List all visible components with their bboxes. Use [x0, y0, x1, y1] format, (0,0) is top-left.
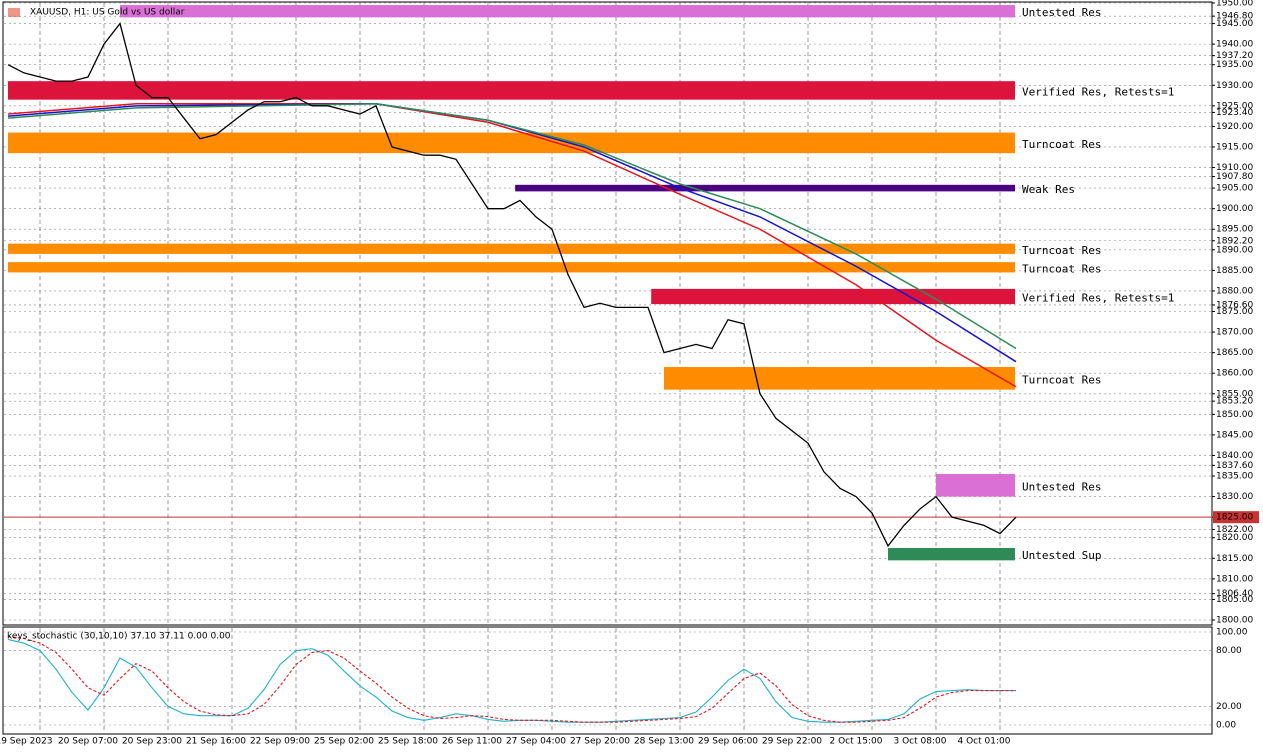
- x-tick-label: 25 Sep 18:00: [378, 737, 438, 747]
- y-tick-label: 1800.00: [1216, 616, 1253, 626]
- x-tick-label: 22 Sep 09:00: [250, 737, 310, 747]
- y-tick-label: 1822.00: [1216, 525, 1253, 535]
- zone: [8, 81, 1015, 100]
- y-tick-label: 100.00: [1216, 628, 1248, 638]
- indicator-title: keys_stochastic (30,10,10) 37.10 37.11 0…: [7, 632, 231, 642]
- price-frame: [2, 1, 1213, 626]
- y-tick-label: 1850.00: [1216, 410, 1253, 420]
- current-price-tag: [1213, 511, 1259, 524]
- y-tick-label: 1840.00: [1216, 451, 1253, 461]
- price-line: [7, 22, 1017, 548]
- zone: [120, 5, 1015, 18]
- x-tick-label: 26 Sep 11:00: [442, 737, 502, 747]
- zone: [936, 473, 1015, 497]
- y-tick-label: 1905.00: [1216, 184, 1253, 194]
- x-tick-label: 29 Sep 06:00: [698, 737, 758, 747]
- y-tick-label: 1810.00: [1216, 574, 1253, 584]
- zone-label: Turncoat Res: [1022, 373, 1101, 386]
- y-tick-label: 1853.20: [1216, 397, 1253, 407]
- y-tick-label: 80.00: [1216, 646, 1242, 656]
- y-tick-label: 0.00: [1216, 721, 1236, 731]
- y-tick-label: 1890.00: [1216, 245, 1253, 255]
- y-tick-label: 1837.60: [1216, 461, 1253, 471]
- zone-label: Untested Sup: [1022, 549, 1101, 562]
- chart-title: XAUUSD, H1: US Gold vs US dollar: [30, 8, 185, 18]
- y-tick-label: 1923.40: [1216, 108, 1253, 118]
- x-tick-label: 27 Sep 20:00: [570, 737, 630, 747]
- y-tick-label: 1945.00: [1216, 19, 1253, 29]
- y-tick-label: 1892.20: [1216, 236, 1253, 246]
- x-tick-label: 4 Oct 01:00: [958, 737, 1011, 747]
- x-tick-label: 20 Sep 23:00: [122, 737, 182, 747]
- y-tick-label: 1830.00: [1216, 492, 1253, 502]
- x-tick-label: 20 Sep 07:00: [58, 737, 118, 747]
- y-tick-label: 1806.40: [1216, 589, 1253, 599]
- y-tick-label: 1875.00: [1216, 307, 1253, 317]
- y-tick-label: 1825.00: [1216, 513, 1253, 523]
- y-tick-label: 1950.00: [1216, 0, 1253, 9]
- zone-label: Turncoat Res: [1022, 138, 1101, 151]
- y-tick-label: 1865.00: [1216, 348, 1253, 358]
- indicator-line: [7, 636, 1016, 723]
- x-tick-label: 21 Sep 16:00: [186, 737, 246, 747]
- y-tick-label: 1876.60: [1216, 300, 1253, 310]
- zone-label: Verified Res, Retests=1: [1022, 85, 1174, 98]
- y-tick-label: 1815.00: [1216, 554, 1253, 564]
- zone: [8, 262, 1015, 273]
- x-tick-label: 28 Sep 13:00: [634, 737, 694, 747]
- x-tick-label: 3 Oct 08:00: [894, 737, 947, 747]
- zone-label: Weak Res: [1022, 183, 1075, 196]
- x-tick-label: 25 Sep 02:00: [314, 737, 374, 747]
- zone: [8, 132, 1015, 154]
- y-tick-label: 1860.00: [1216, 369, 1253, 379]
- x-tick-label: 29 Sep 22:00: [762, 737, 822, 747]
- y-tick-label: 1895.00: [1216, 225, 1253, 235]
- zone: [651, 288, 1015, 305]
- y-tick-label: 1940.00: [1216, 40, 1253, 50]
- indicator-frame: [2, 626, 1213, 735]
- zone: [8, 243, 1015, 254]
- zone-label: Turncoat Res: [1022, 262, 1101, 275]
- y-tick-label: 1930.00: [1216, 81, 1253, 91]
- y-tick-label: 1855.00: [1216, 389, 1253, 399]
- zone-label: Untested Res: [1022, 6, 1101, 19]
- moving-average: [7, 103, 1017, 388]
- y-tick-label: 1935.00: [1216, 60, 1253, 70]
- moving-average: [7, 103, 1017, 363]
- y-tick-label: 1900.00: [1216, 204, 1253, 214]
- y-tick-label: 1885.00: [1216, 266, 1253, 276]
- zone-label: Untested Res: [1022, 480, 1101, 493]
- y-tick-label: 1910.00: [1216, 163, 1253, 173]
- zone: [664, 367, 1015, 390]
- y-tick-label: 20.00: [1216, 702, 1242, 712]
- x-tick-label: 2 Oct 15:00: [830, 737, 883, 747]
- zone: [888, 548, 1015, 561]
- y-tick-label: 1880.00: [1216, 286, 1253, 296]
- zone-label: Verified Res, Retests=1: [1022, 291, 1174, 304]
- y-tick-label: 1915.00: [1216, 142, 1253, 152]
- y-tick-label: 1805.00: [1216, 595, 1253, 605]
- x-tick-label: 19 Sep 2023: [0, 737, 53, 747]
- y-tick-label: 1845.00: [1216, 430, 1253, 440]
- x-tick-label: 27 Sep 04:00: [506, 737, 566, 747]
- zone-label: Turncoat Res: [1022, 244, 1101, 257]
- y-tick-label: 1907.80: [1216, 172, 1253, 182]
- zone: [515, 184, 1015, 192]
- y-tick-label: 1946.80: [1216, 12, 1253, 22]
- y-tick-label: 1937.20: [1216, 51, 1253, 61]
- y-tick-label: 1920.00: [1216, 122, 1253, 132]
- y-tick-label: 1820.00: [1216, 533, 1253, 543]
- y-tick-label: 1835.00: [1216, 472, 1253, 482]
- chart-icon: [8, 8, 20, 17]
- y-tick-label: 1925.00: [1216, 101, 1253, 111]
- y-tick-label: 1870.00: [1216, 328, 1253, 338]
